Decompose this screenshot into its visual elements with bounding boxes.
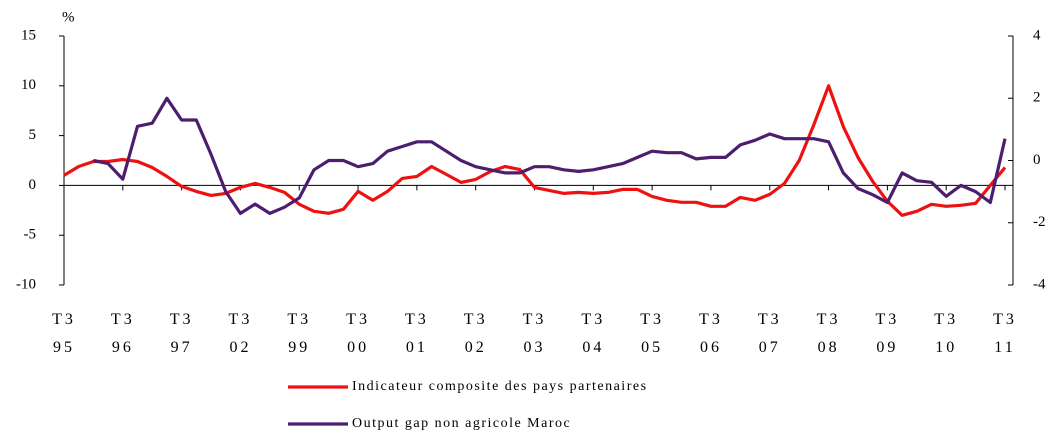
y-tick-label: 0 <box>29 177 37 193</box>
y-axis-unit: % <box>62 9 75 25</box>
x-tick-label: T3 97 <box>169 311 194 356</box>
y2-tick-label: 4 <box>1033 27 1041 43</box>
x-tick-label: T3 00 <box>346 311 370 356</box>
x-tick-label: T3 05 <box>640 311 665 356</box>
x-tick-label: T3 09 <box>875 311 900 356</box>
y2-tick-label: 2 <box>1033 90 1041 106</box>
x-tick-label: T3 08 <box>816 311 841 356</box>
x-tick-label: T3 95 <box>52 311 76 356</box>
y-tick-label: 15 <box>21 27 36 43</box>
y-tick-label: 10 <box>21 77 36 93</box>
x-tick-label: T3 96 <box>110 311 135 356</box>
y-tick-label: 5 <box>29 127 37 143</box>
y2-tick-label: -4 <box>1033 276 1046 292</box>
x-tick-label: T3 01 <box>404 311 429 356</box>
series-line <box>93 96 1007 215</box>
x-tick-label: T3 06 <box>699 311 723 356</box>
x-tick-label: T3 11 <box>993 311 1017 356</box>
x-tick-label: T3 03 <box>522 311 547 356</box>
y-tick-label: -10 <box>16 276 36 292</box>
x-tick-label: T3 07 <box>757 311 782 356</box>
x-tick-label: T3 02 <box>463 311 488 356</box>
legend-label: Output gap non agricole Maroc <box>352 416 571 431</box>
y2-tick-label: -2 <box>1033 214 1046 230</box>
x-tick-label: T3 04 <box>581 311 606 356</box>
series-line <box>63 84 1007 217</box>
x-tick-label: T3 10 <box>934 311 959 356</box>
legend-label: Indicateur composite des pays partenaire… <box>352 379 648 394</box>
x-tick-label: T3 99 <box>287 311 312 356</box>
y-tick-label: -5 <box>24 227 37 243</box>
y2-tick-label: 0 <box>1033 152 1041 168</box>
x-tick-label: T3 02 <box>228 311 253 356</box>
